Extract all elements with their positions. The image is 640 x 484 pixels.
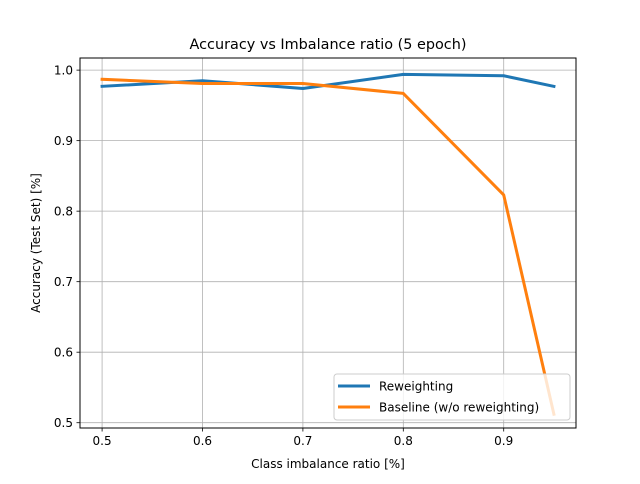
legend: Reweighting Baseline (w/o reweighting) [333,373,571,421]
y-tick-label: 0.5 [54,416,73,430]
x-axis-label: Class imbalance ratio [%] [251,457,405,471]
y-tick-label: 0.7 [54,275,73,289]
x-tick-label: 0.7 [293,434,312,448]
legend-label-reweighting: Reweighting [379,380,453,394]
plot-frame [79,57,577,429]
y-tick-label: 1.0 [54,63,73,77]
x-tick-label: 0.6 [193,434,212,448]
series-lines [100,72,556,417]
y-tick-label: 0.8 [54,204,73,218]
y-axis-label: Accuracy (Test Set) [%] [29,173,43,313]
y-tick-label: 0.6 [54,345,73,359]
chart-title: Accuracy vs Imbalance ratio (5 epoch) [190,37,467,53]
grid [80,58,576,428]
x-tick-label: 0.5 [93,434,112,448]
series-line-baseline [100,77,556,417]
legend-box [333,373,571,421]
x-tick-label: 0.9 [494,434,513,448]
legend-label-baseline: Baseline (w/o reweighting) [379,401,539,415]
y-tick-label: 0.9 [54,134,73,148]
axis-ticks: 0.5 0.6 0.7 0.8 0.9 0.5 0.6 0.7 0.8 0.9 1.0 [54,63,513,448]
x-tick-label: 0.8 [394,434,413,448]
